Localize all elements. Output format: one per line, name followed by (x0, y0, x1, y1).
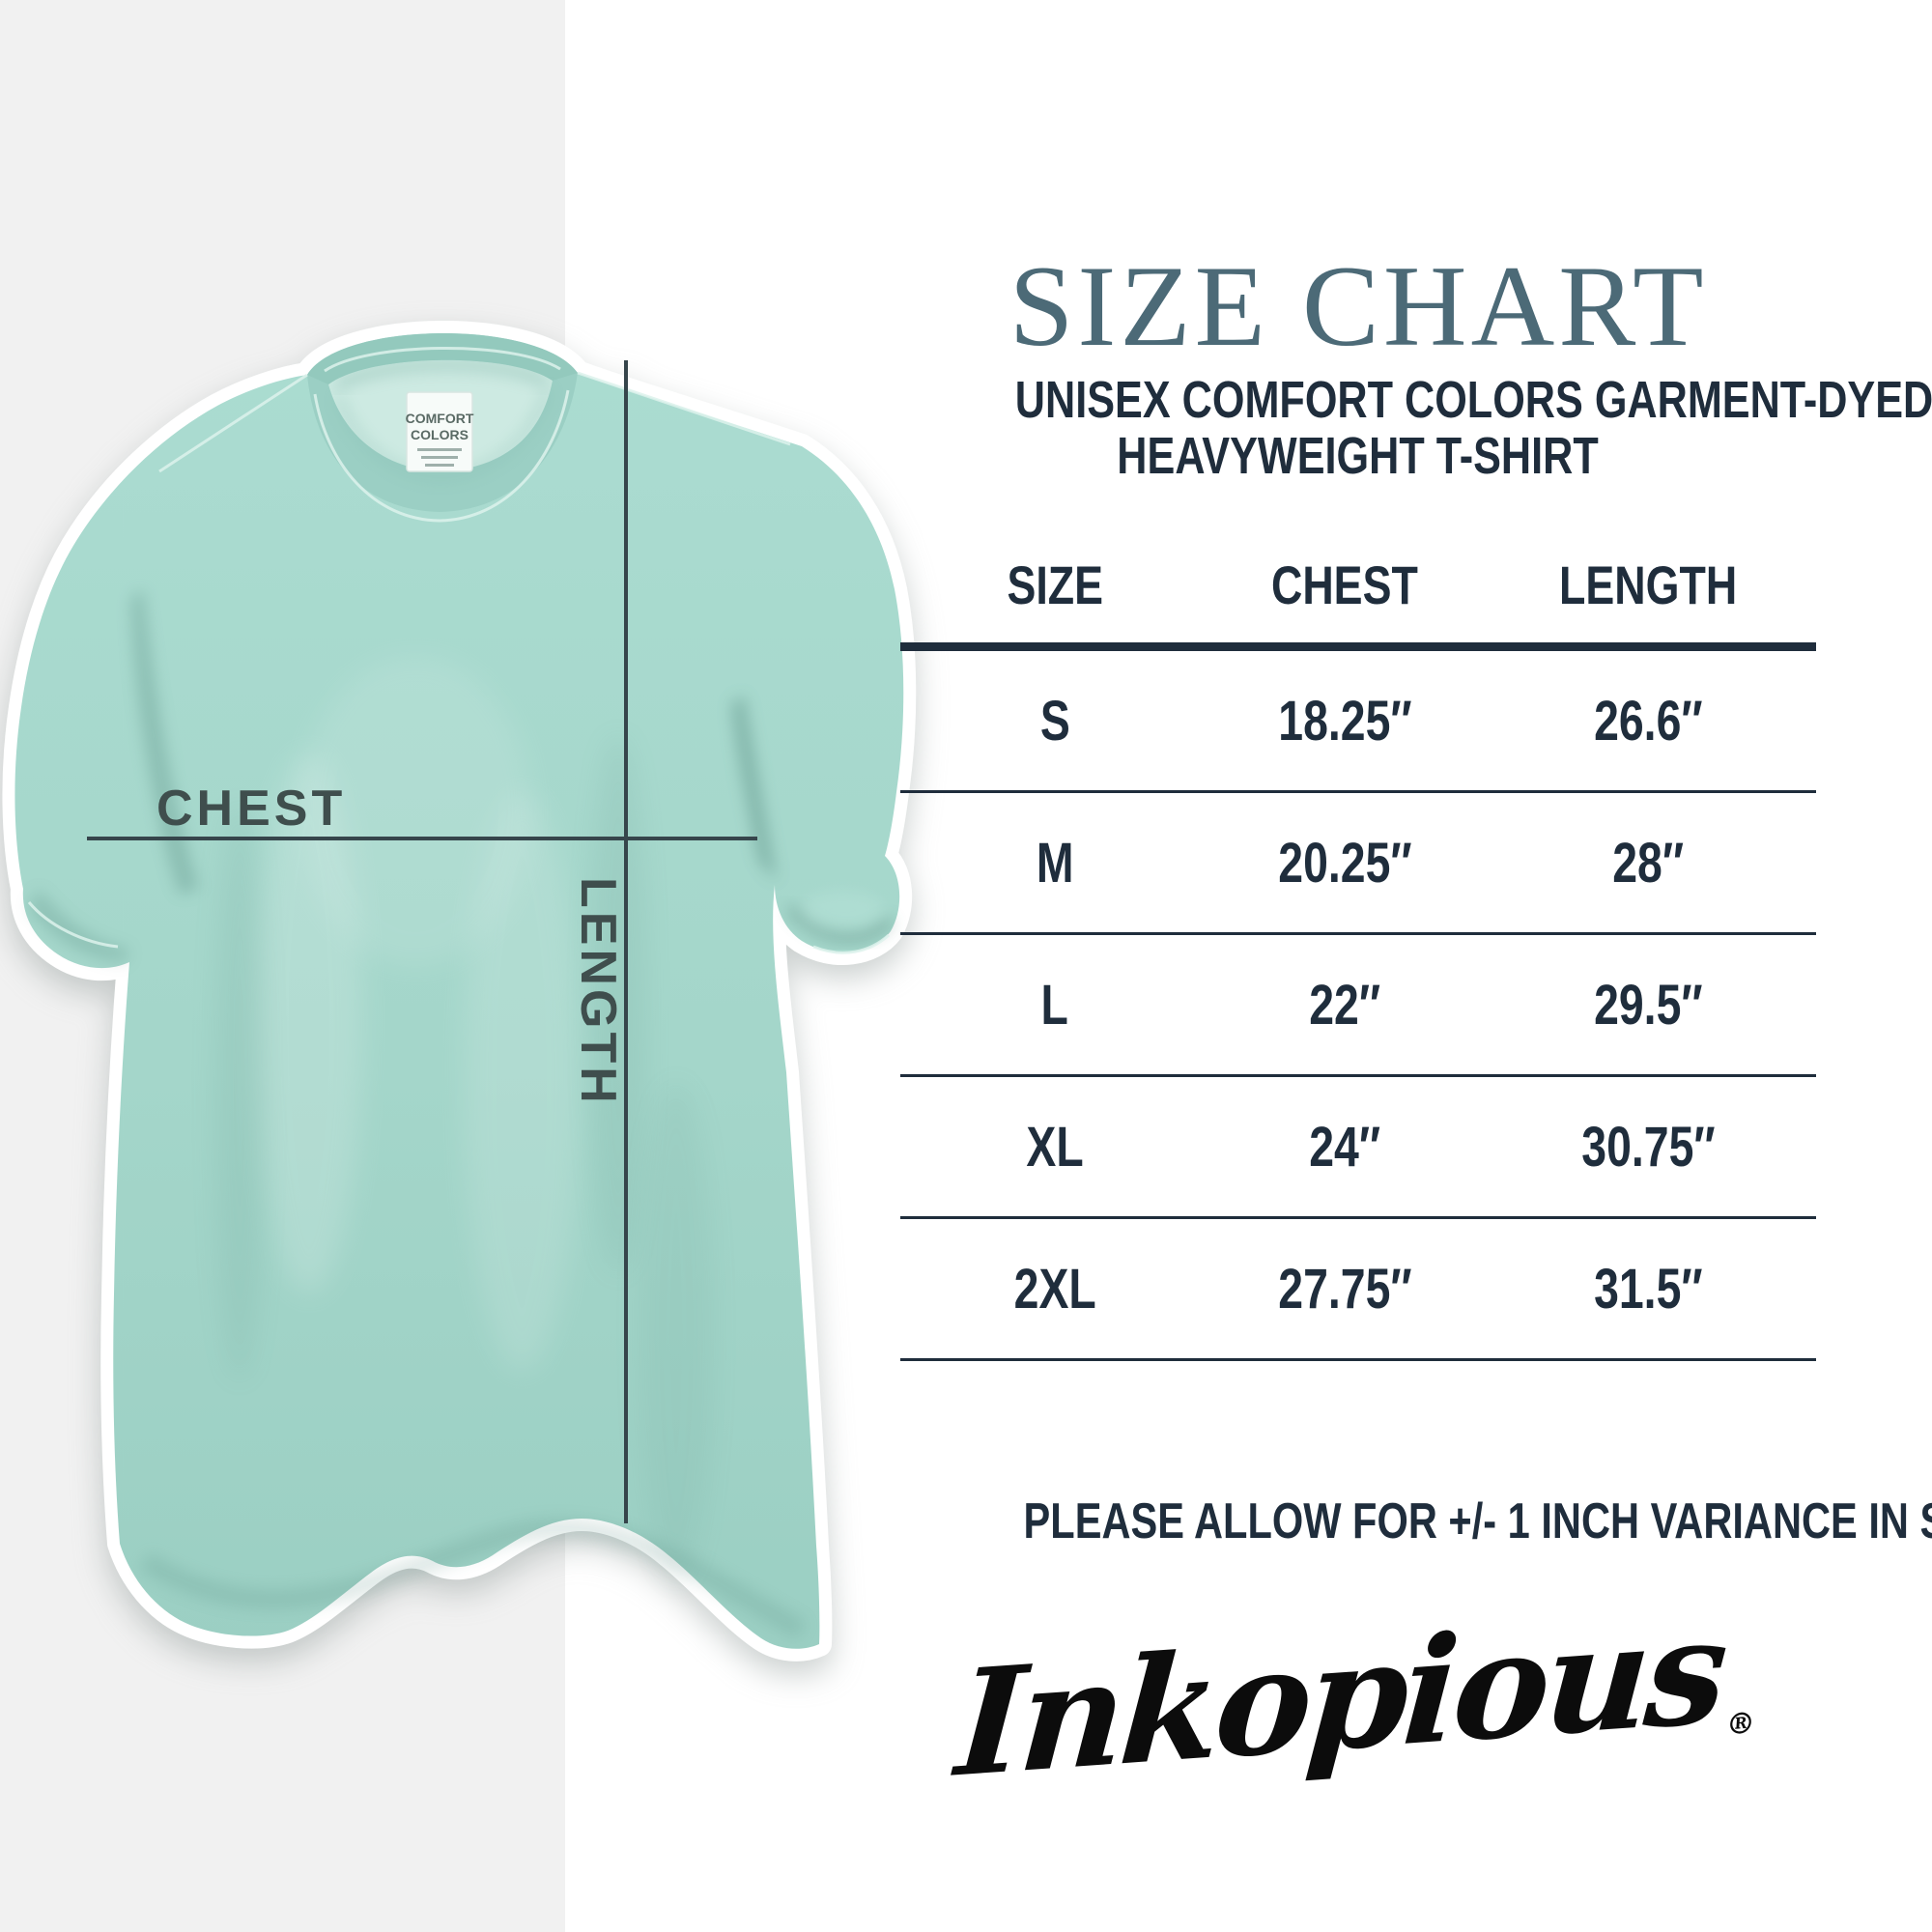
subtitle-line1: UNISEX COMFORT COLORS GARMENT-DYED (1014, 371, 1932, 429)
cell-length: 30.75″ (1580, 1115, 1716, 1179)
table-row: XL 24″ 30.75″ (900, 1077, 1816, 1219)
neck-label: COMFORT COLORS (406, 391, 474, 472)
cell-size: 2XL (1013, 1257, 1096, 1321)
size-table-rows: S 18.25″ 26.6″ M 20.25″ 28″ L 22″ 29.5″ XL 24″ 30.7… (900, 651, 1816, 1361)
size-chart-panel: SIZE CHART UNISEX COMFORT COLORS GARMENT… (900, 0, 1932, 1932)
table-row: S 18.25″ 26.6″ (900, 651, 1816, 793)
brand-logo: Inkopious® (895, 1578, 1821, 1813)
header-length: LENGTH (1558, 554, 1738, 615)
measurement-overlay: CHEST LENGTH (87, 360, 757, 1523)
cell-length: 31.5″ (1593, 1257, 1703, 1321)
cell-size: S (1039, 689, 1070, 753)
cell-chest: 27.75″ (1277, 1257, 1412, 1321)
header-chest: CHEST (1271, 554, 1418, 615)
fabric-folds (29, 589, 895, 1639)
header-size: SIZE (1007, 554, 1103, 615)
shirt-silhouette (2, 321, 917, 1662)
seam-stitches (27, 371, 891, 954)
cell-length: 28″ (1612, 831, 1684, 895)
cell-chest: 22″ (1309, 973, 1380, 1037)
length-measure-label: LENGTH (570, 877, 626, 1107)
neck-label-line1: COMFORT (406, 411, 474, 426)
chest-measure-label: CHEST (156, 781, 346, 837)
neck-label-line2: COLORS (411, 427, 469, 442)
cell-chest: 24″ (1309, 1115, 1380, 1179)
header-rule (900, 642, 1816, 651)
page-title: SIZE CHART (1009, 242, 1708, 370)
tshirt-photo: COMFORT COLORS CHEST LENGTH (2, 321, 917, 1662)
size-table: SIZE CHEST LENGTH S 18.25″ 26.6″ M 20.25″ 28″… (900, 526, 1816, 1361)
table-row: M 20.25″ 28″ (900, 793, 1816, 935)
brand-name: Inkopious (952, 1584, 1729, 1810)
registered-mark: ® (1724, 1706, 1757, 1743)
subtitle-line2: HEAVYWEIGHT T-SHIRT (1117, 427, 1600, 485)
table-row: 2XL 27.75″ 31.5″ (900, 1219, 1816, 1361)
subtitle: UNISEX COMFORT COLORS GARMENT-DYED HEAVY… (900, 371, 1932, 485)
size-table-header: SIZE CHEST LENGTH (900, 526, 1816, 642)
cell-size: L (1040, 973, 1069, 1037)
cell-chest: 20.25″ (1277, 831, 1412, 895)
cell-length: 29.5″ (1593, 973, 1703, 1037)
cell-length: 26.6″ (1593, 689, 1703, 753)
cell-size: XL (1026, 1115, 1084, 1179)
cell-size: M (1036, 831, 1074, 895)
variance-note: PLEASE ALLOW FOR +/- 1 INCH VARIANCE IN … (1023, 1493, 1932, 1549)
cell-chest: 18.25″ (1277, 689, 1412, 753)
table-row: L 22″ 29.5″ (900, 935, 1816, 1077)
